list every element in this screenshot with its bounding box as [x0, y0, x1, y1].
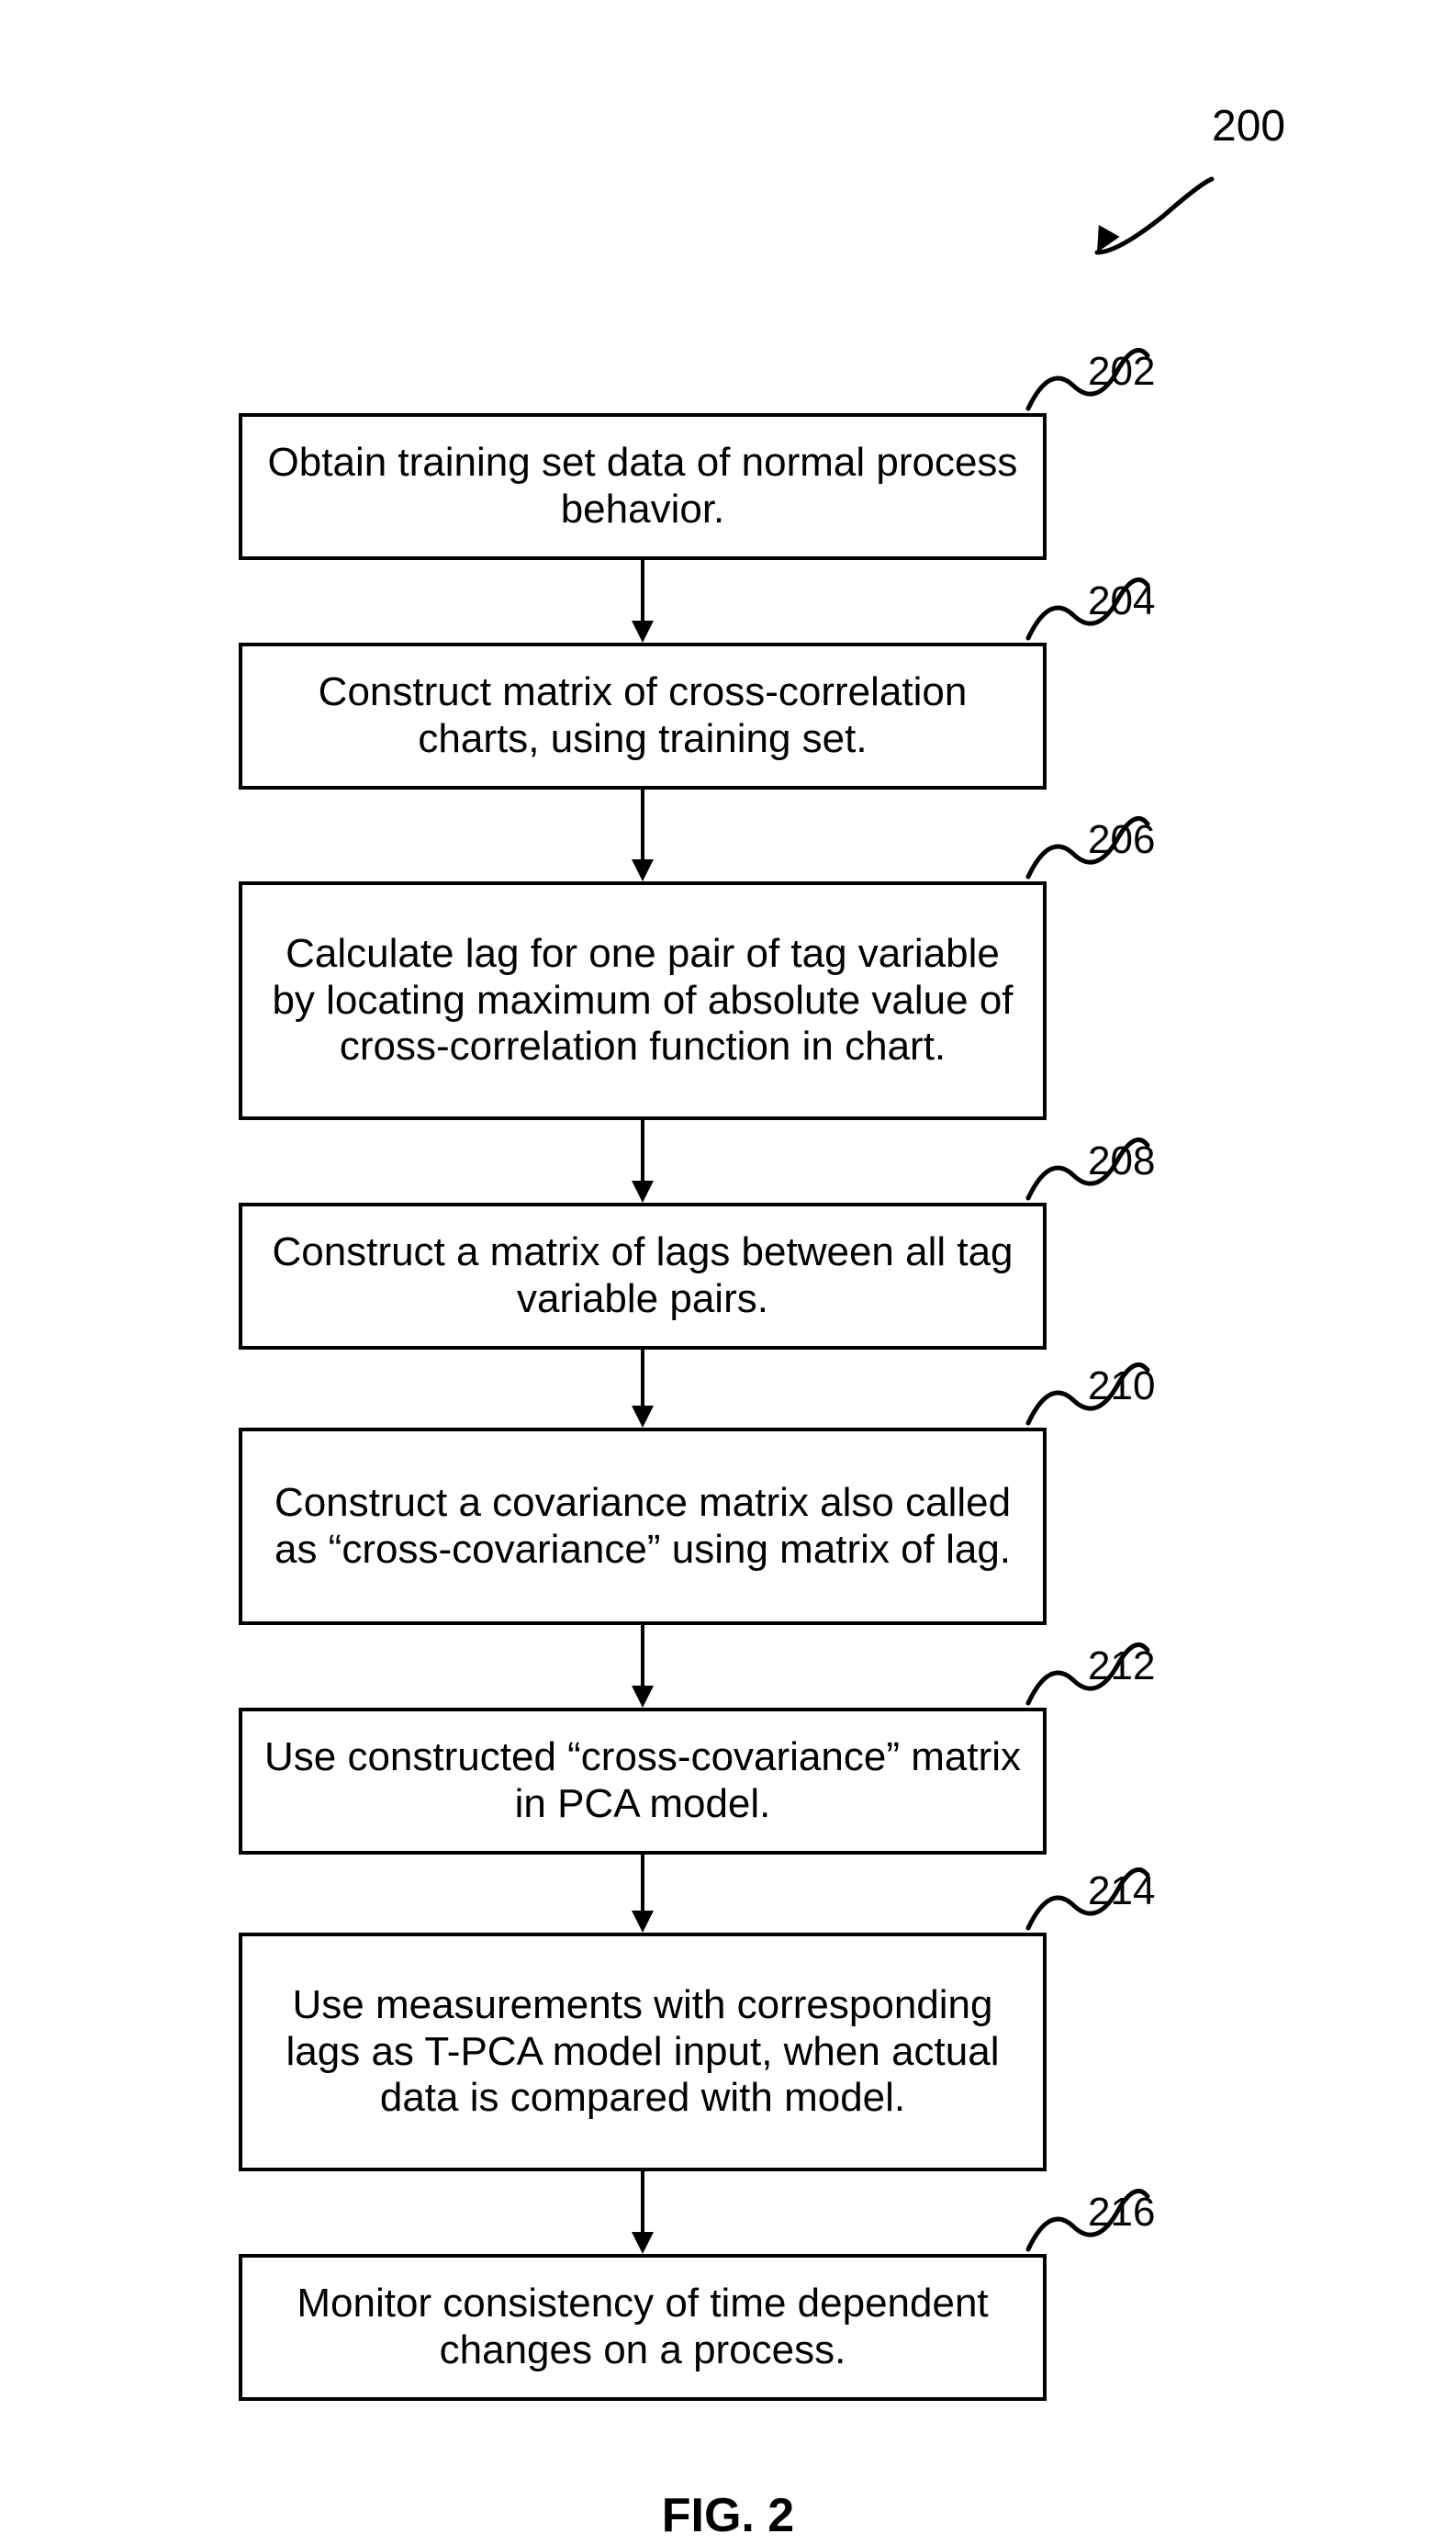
flow-node: Construct a matrix of lags between all t… [239, 1203, 1047, 1350]
flow-node: Monitor consistency of time dependent ch… [239, 2254, 1047, 2401]
reference-number: 206 [1088, 817, 1155, 863]
flow-node-text: Use measurements with corresponding lags… [261, 1982, 1025, 2122]
reference-number: 202 [1088, 349, 1155, 395]
arrowhead-icon [1097, 225, 1120, 252]
flow-node: Construct matrix of cross-correlation ch… [239, 643, 1047, 790]
arrowhead-icon [632, 1181, 654, 1203]
flow-node: Construct a covariance matrix also calle… [239, 1428, 1047, 1625]
flow-node: Use measurements with corresponding lags… [239, 1933, 1047, 2171]
flow-node-text: Construct a matrix of lags between all t… [261, 1229, 1025, 1322]
figure-caption: FIG. 2 [0, 2488, 1456, 2543]
flow-node-text: Construct a covariance matrix also calle… [261, 1480, 1025, 1573]
reference-number: 208 [1088, 1138, 1155, 1184]
flow-node: Use constructed “cross-covariance” matri… [239, 1708, 1047, 1855]
reference-number: 204 [1088, 578, 1155, 624]
arrowhead-icon [632, 1686, 654, 1708]
flow-node-text: Use constructed “cross-covariance” matri… [261, 1734, 1025, 1827]
flowchart-canvas: Obtain training set data of normal proce… [0, 0, 1456, 2545]
flow-node-text: Monitor consistency of time dependent ch… [261, 2281, 1025, 2373]
figure-reference-number: 200 [1212, 101, 1285, 151]
arrowhead-icon [632, 1406, 654, 1428]
flow-node: Calculate lag for one pair of tag variab… [239, 881, 1047, 1120]
arrowhead-icon [632, 1911, 654, 1933]
flow-node: Obtain training set data of normal proce… [239, 413, 1047, 560]
reference-number: 216 [1088, 2190, 1155, 2236]
reference-number: 212 [1088, 1643, 1155, 1689]
flow-node-text: Construct matrix of cross-correlation ch… [261, 669, 1025, 762]
arrowhead-icon [632, 859, 654, 881]
reference-number: 214 [1088, 1868, 1155, 1914]
arrowhead-icon [632, 621, 654, 643]
arrowhead-icon [632, 2232, 654, 2254]
reference-number: 210 [1088, 1363, 1155, 1409]
figure-reference-arrow [1097, 179, 1212, 252]
flow-node-text: Obtain training set data of normal proce… [261, 440, 1025, 533]
flow-node-text: Calculate lag for one pair of tag variab… [261, 931, 1025, 1071]
